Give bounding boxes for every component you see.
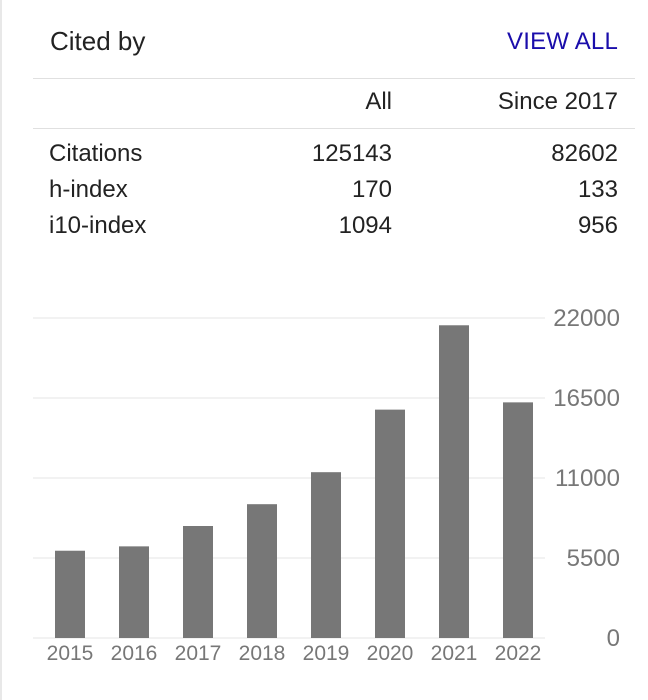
bar-2020[interactable] [375, 409, 405, 638]
bar-2022[interactable] [503, 402, 533, 638]
y-tick-label: 16500 [553, 385, 620, 412]
chart-bars [55, 325, 533, 638]
bar-2017[interactable] [183, 526, 213, 638]
stat-row-i10-index: i10-index 1094 956 [0, 212, 648, 248]
x-tick-label: 2020 [367, 642, 414, 665]
x-tick-label: 2016 [111, 642, 158, 665]
column-header-since: Since 2017 [497, 88, 618, 115]
stat-all-value: 1094 [338, 212, 392, 239]
stat-all-value: 125143 [311, 140, 392, 167]
y-axis-ticks: 0 5500 11000 16500 22000 [553, 305, 620, 652]
x-tick-label: 2017 [175, 642, 222, 665]
stat-row-h-index: h-index 170 133 [0, 176, 648, 212]
x-tick-label: 2018 [239, 642, 286, 665]
y-tick-label: 5500 [567, 545, 620, 572]
stat-label: i10-index [49, 212, 147, 239]
y-tick-label: 11000 [555, 465, 620, 492]
header-divider [33, 78, 635, 79]
panel-title: Cited by [50, 26, 146, 56]
x-tick-label: 2019 [303, 642, 350, 665]
stat-row-citations: Citations 125143 82602 [0, 140, 648, 176]
stat-label: h-index [49, 176, 128, 203]
stat-label: Citations [49, 140, 143, 167]
bar-2021[interactable] [439, 325, 469, 638]
table-divider [33, 128, 635, 129]
stat-all-value: 170 [351, 176, 392, 203]
stat-since-value: 956 [577, 212, 618, 239]
column-header-all: All [365, 88, 392, 115]
bar-2018[interactable] [247, 504, 277, 638]
panel-border [0, 0, 2, 700]
bar-2019[interactable] [311, 472, 341, 638]
panel-header: Cited by VIEW ALL [50, 24, 618, 64]
stat-since-value: 82602 [551, 140, 618, 167]
x-axis-ticks: 2015 2016 2017 2018 2019 2020 2021 2022 [47, 642, 542, 665]
y-tick-label: 0 [607, 625, 620, 652]
x-tick-label: 2022 [495, 642, 542, 665]
view-all-link[interactable]: VIEW ALL [507, 28, 618, 55]
x-tick-label: 2015 [47, 642, 94, 665]
stat-since-value: 133 [577, 176, 618, 203]
y-tick-label: 22000 [553, 305, 620, 332]
bar-2016[interactable] [119, 546, 149, 638]
bar-2015[interactable] [55, 550, 85, 638]
x-tick-label: 2021 [431, 642, 478, 665]
